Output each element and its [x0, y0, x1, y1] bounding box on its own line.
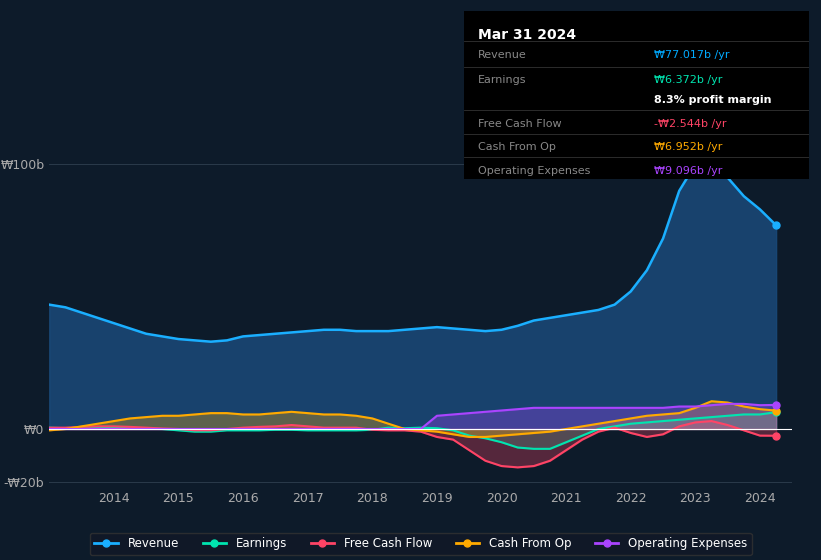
- Text: Mar 31 2024: Mar 31 2024: [478, 28, 576, 42]
- Text: ₩9.096b /yr: ₩9.096b /yr: [654, 166, 722, 176]
- Text: ₩77.017b /yr: ₩77.017b /yr: [654, 50, 729, 60]
- Text: Cash From Op: Cash From Op: [478, 142, 556, 152]
- Text: Revenue: Revenue: [478, 50, 526, 60]
- Text: 8.3% profit margin: 8.3% profit margin: [654, 95, 771, 105]
- Text: Free Cash Flow: Free Cash Flow: [478, 119, 562, 129]
- Text: -₩2.544b /yr: -₩2.544b /yr: [654, 119, 726, 129]
- Text: ₩6.952b /yr: ₩6.952b /yr: [654, 142, 722, 152]
- Text: ₩6.372b /yr: ₩6.372b /yr: [654, 75, 722, 85]
- Legend: Revenue, Earnings, Free Cash Flow, Cash From Op, Operating Expenses: Revenue, Earnings, Free Cash Flow, Cash …: [89, 533, 752, 555]
- Text: Earnings: Earnings: [478, 75, 526, 85]
- Text: Operating Expenses: Operating Expenses: [478, 166, 590, 176]
